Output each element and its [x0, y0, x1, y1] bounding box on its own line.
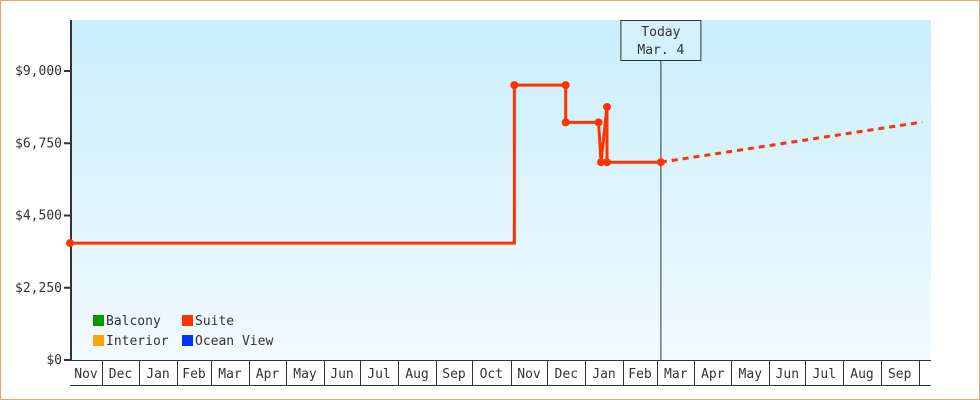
y-tick-label: $4,500: [15, 209, 62, 224]
x-tick-label: Dec: [555, 367, 578, 382]
x-tick-label: Aug: [405, 367, 428, 382]
legend-label: Interior: [106, 334, 169, 349]
y-tick-label: $6,750: [15, 136, 62, 151]
data-point: [596, 158, 605, 167]
x-tick-label: Jan: [592, 367, 615, 382]
plot-area: [71, 20, 931, 360]
x-tick-label: Apr: [256, 367, 280, 382]
x-tick-label: Nov: [517, 367, 541, 382]
legend-label: Balcony: [106, 314, 161, 329]
x-tick-label: Aug: [850, 367, 873, 382]
series-line-suite: [70, 83, 661, 245]
legend-swatch-interior: [93, 335, 104, 346]
legend-label: Ocean View: [195, 334, 273, 349]
legend-swatch-ocean-view: [182, 335, 193, 346]
data-point: [561, 81, 570, 90]
x-tick-label: Apr: [701, 367, 725, 382]
x-tick-label: May: [293, 367, 317, 382]
data-point: [510, 81, 519, 90]
x-tick-label: Mar: [664, 367, 688, 382]
y-tick-label: $2,250: [15, 281, 62, 296]
legend-swatch-balcony: [93, 315, 104, 326]
x-tick-label: Oct: [480, 367, 503, 382]
x-tick-label: Jun: [776, 367, 799, 382]
x-tick-label: Sep: [888, 367, 912, 382]
x-tick-label: Jul: [813, 367, 836, 382]
legend-swatch-suite: [182, 315, 193, 326]
data-point: [66, 239, 74, 248]
data-point: [656, 158, 665, 167]
data-point: [603, 158, 612, 167]
today-date: Mar. 4: [637, 43, 684, 58]
x-tick-label: Jun: [330, 367, 353, 382]
data-point: [561, 118, 570, 127]
x-tick-label: Feb: [628, 367, 652, 382]
today-label: Today: [641, 25, 680, 40]
x-tick-label: May: [739, 367, 763, 382]
x-tick-label: Nov: [74, 367, 98, 382]
y-tick-label: $0: [46, 353, 62, 368]
legend-label: Suite: [195, 314, 234, 329]
x-tick-label: Feb: [182, 367, 206, 382]
y-tick-label: $9,000: [15, 64, 62, 79]
x-tick-label: Jan: [146, 367, 169, 382]
x-tick-label: Mar: [218, 367, 242, 382]
x-tick-label: Sep: [442, 367, 466, 382]
series-forecast-suite: [660, 120, 923, 164]
x-tick-label: Dec: [109, 367, 132, 382]
data-point: [594, 118, 603, 127]
data-point: [603, 102, 612, 111]
today-label-box: [620, 20, 702, 61]
x-tick-label: Jul: [367, 367, 390, 382]
